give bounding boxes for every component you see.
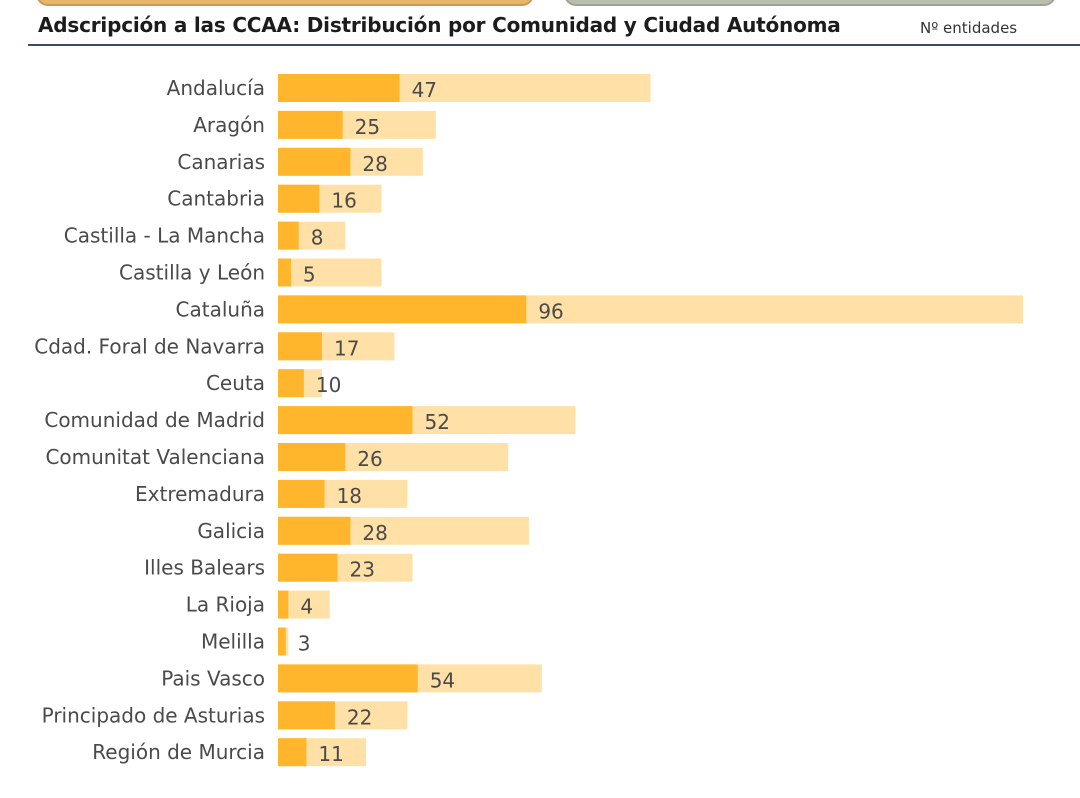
bar-primary[interactable] bbox=[278, 701, 335, 730]
value-label: 16 bbox=[331, 189, 356, 213]
value-label: 3 bbox=[298, 632, 311, 656]
value-label: 25 bbox=[355, 115, 380, 139]
category-label: La Rioja bbox=[186, 593, 265, 617]
category-label: Comunidad de Madrid bbox=[44, 408, 265, 432]
value-label: 47 bbox=[412, 78, 437, 102]
category-label: Comunitat Valenciana bbox=[45, 445, 265, 469]
bar-primary[interactable] bbox=[278, 627, 286, 656]
value-label: 5 bbox=[303, 263, 316, 287]
category-label: Cataluña bbox=[176, 297, 265, 321]
category-label: Galicia bbox=[197, 519, 265, 543]
value-label: 26 bbox=[357, 447, 382, 471]
value-label: 23 bbox=[349, 558, 374, 582]
bar-primary[interactable] bbox=[278, 553, 338, 582]
category-label: Castilla y León bbox=[119, 261, 265, 285]
value-label: 28 bbox=[362, 152, 387, 176]
bar-primary[interactable] bbox=[278, 738, 307, 767]
category-label: Principado de Asturias bbox=[42, 703, 265, 727]
category-label: Cdad. Foral de Navarra bbox=[34, 334, 265, 358]
bar-primary[interactable] bbox=[278, 406, 413, 435]
category-label: Pais Vasco bbox=[161, 666, 265, 690]
value-label: 4 bbox=[300, 595, 313, 619]
value-label: 11 bbox=[318, 742, 343, 766]
bar-primary[interactable] bbox=[278, 516, 351, 545]
category-label: Castilla - La Mancha bbox=[64, 224, 265, 248]
category-label: Andalucía bbox=[167, 76, 265, 100]
value-label: 18 bbox=[337, 484, 362, 508]
bar-primary[interactable] bbox=[278, 369, 304, 398]
category-label: Canarias bbox=[177, 150, 265, 174]
category-label: Illes Balears bbox=[144, 556, 265, 580]
category-label: Melilla bbox=[201, 630, 265, 654]
category-label: Aragón bbox=[193, 113, 265, 137]
value-label: 96 bbox=[538, 299, 563, 323]
category-label: Cantabria bbox=[167, 187, 265, 211]
bar-primary[interactable] bbox=[278, 147, 351, 176]
value-label: 8 bbox=[311, 226, 324, 250]
category-label: Extremadura bbox=[135, 482, 265, 506]
bar-primary[interactable] bbox=[278, 74, 400, 102]
value-label: 28 bbox=[362, 521, 387, 545]
category-label: Región de Murcia bbox=[92, 740, 265, 764]
bar-primary[interactable] bbox=[278, 295, 527, 324]
bar-primary[interactable] bbox=[278, 590, 289, 619]
bar-primary[interactable] bbox=[278, 110, 343, 139]
bar-secondary[interactable] bbox=[278, 258, 382, 287]
value-label: 22 bbox=[347, 705, 372, 729]
value-label: 17 bbox=[334, 336, 359, 360]
value-label: 54 bbox=[430, 668, 455, 692]
bar-primary[interactable] bbox=[278, 221, 299, 250]
chart-title: Adscripción a las CCAA: Distribución por… bbox=[38, 13, 841, 37]
category-label: Ceuta bbox=[206, 371, 265, 395]
bar-primary[interactable] bbox=[278, 332, 322, 361]
bar-primary[interactable] bbox=[278, 184, 320, 213]
bar-primary[interactable] bbox=[278, 258, 291, 287]
bar-primary[interactable] bbox=[278, 664, 418, 693]
unit-label: Nº entidades bbox=[920, 19, 1018, 37]
bar-primary[interactable] bbox=[278, 479, 325, 508]
value-label: 10 bbox=[316, 373, 341, 397]
bar-primary[interactable] bbox=[278, 443, 346, 471]
chart-header: Adscripción a las CCAA: Distribución por… bbox=[28, 10, 1080, 46]
value-label: 52 bbox=[425, 410, 450, 434]
